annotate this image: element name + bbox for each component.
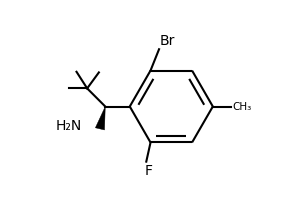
Polygon shape	[95, 106, 105, 130]
Text: Br: Br	[160, 34, 176, 48]
Text: F: F	[144, 164, 152, 178]
Text: H₂N: H₂N	[56, 119, 82, 133]
Text: CH₃: CH₃	[232, 102, 251, 111]
